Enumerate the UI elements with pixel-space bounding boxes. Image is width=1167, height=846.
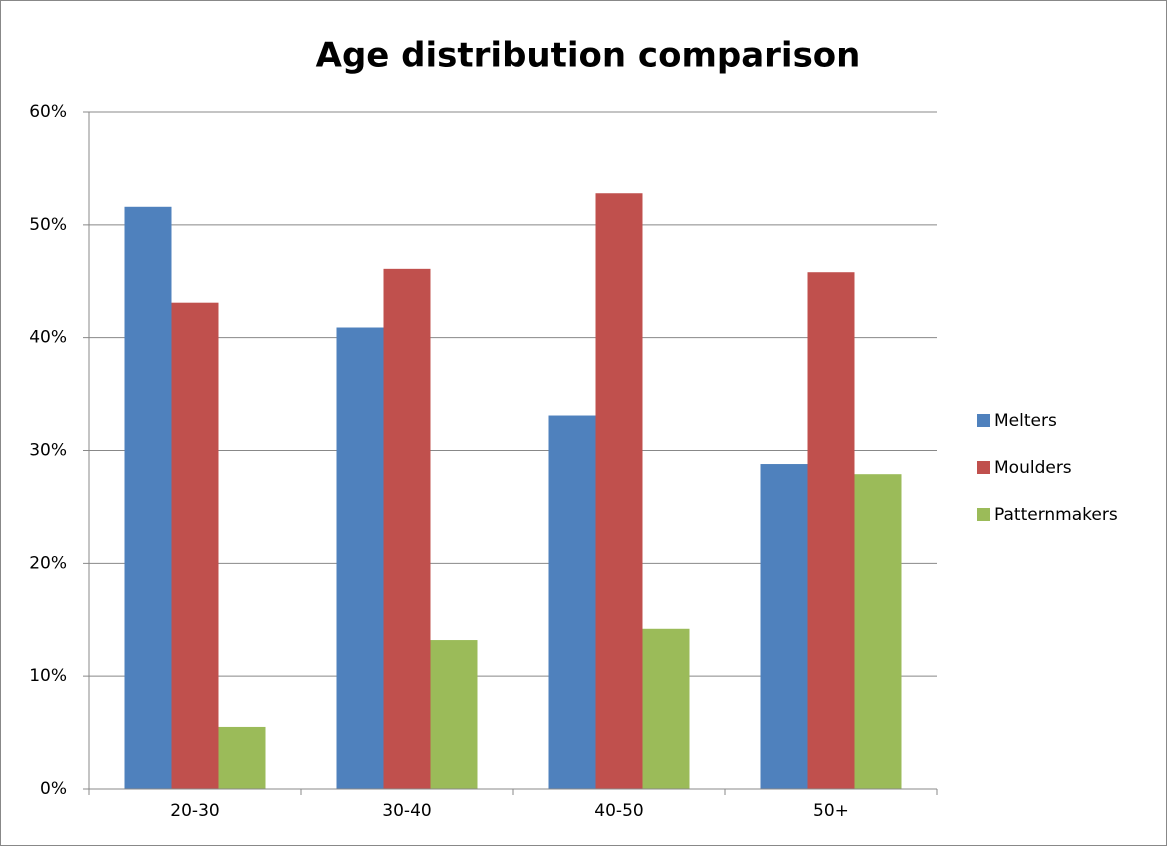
bar bbox=[854, 474, 902, 789]
legend-label: Moulders bbox=[994, 458, 1072, 478]
bar bbox=[760, 464, 808, 789]
bar bbox=[218, 726, 266, 789]
bar bbox=[548, 415, 596, 789]
bar bbox=[642, 628, 690, 789]
y-tick-label: 0% bbox=[40, 779, 67, 799]
chart-title: Age distribution comparison bbox=[316, 36, 861, 76]
y-tick-label: 40% bbox=[29, 328, 67, 348]
legend-label: Patternmakers bbox=[994, 505, 1118, 525]
bar bbox=[807, 272, 855, 789]
x-tick-label: 40-50 bbox=[594, 801, 643, 821]
y-tick-label: 20% bbox=[29, 553, 67, 573]
x-tick-label: 50+ bbox=[813, 801, 849, 821]
bar bbox=[383, 268, 431, 789]
bar bbox=[430, 640, 478, 789]
x-tick-label: 30-40 bbox=[382, 801, 431, 821]
y-tick-label: 10% bbox=[29, 666, 67, 686]
legend-swatch bbox=[977, 508, 990, 521]
bar bbox=[595, 193, 643, 790]
x-tick-label: 20-30 bbox=[170, 801, 219, 821]
y-tick-label: 30% bbox=[29, 441, 67, 461]
bar bbox=[336, 327, 384, 789]
legend-label: Melters bbox=[994, 411, 1057, 431]
bar bbox=[124, 206, 172, 789]
y-tick-label: 50% bbox=[29, 215, 67, 235]
legend-swatch bbox=[977, 461, 990, 474]
legend-swatch bbox=[977, 414, 990, 427]
bar bbox=[171, 302, 219, 789]
y-tick-label: 60% bbox=[29, 102, 67, 122]
